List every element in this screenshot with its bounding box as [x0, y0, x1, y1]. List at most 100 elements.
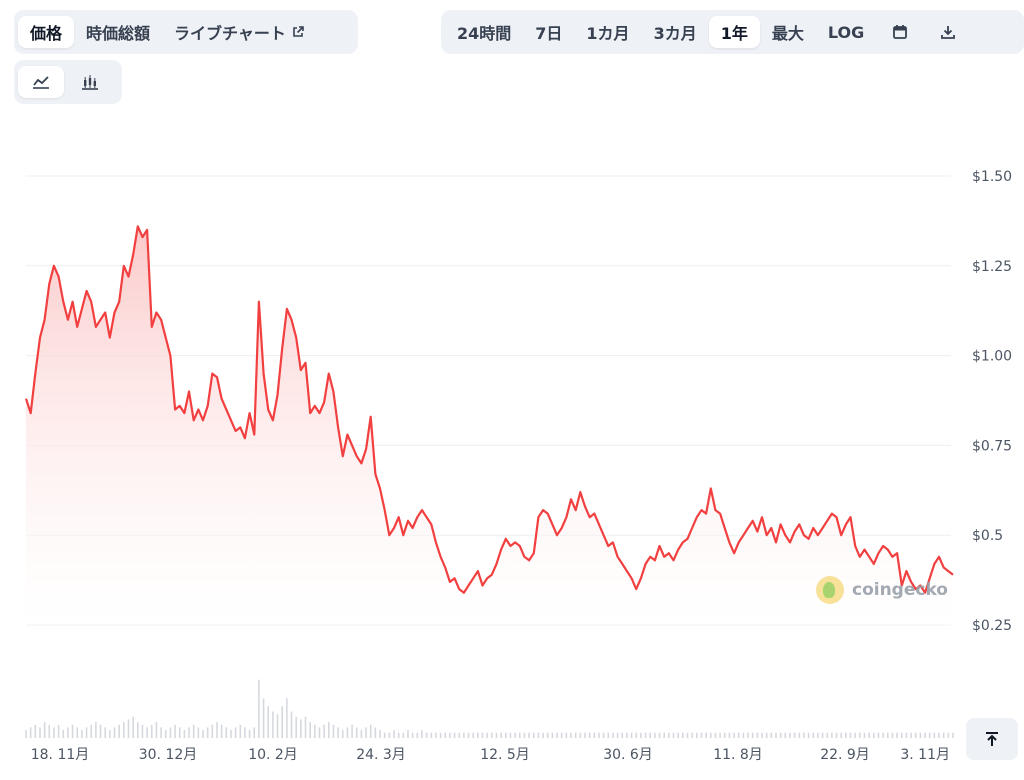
- range-1y[interactable]: 1年: [708, 16, 760, 48]
- volume-bar: [81, 730, 83, 738]
- volume-bar: [150, 724, 153, 738]
- volume-bar: [579, 732, 582, 738]
- volume-bar: [826, 732, 829, 738]
- volume-bar: [258, 679, 260, 738]
- volume-bar: [286, 698, 288, 738]
- volume-bar: [505, 732, 507, 738]
- candlestick-chart-button[interactable]: [64, 66, 116, 98]
- volume-bar: [234, 727, 237, 738]
- volume-bar: [546, 732, 549, 738]
- volume-bar: [39, 727, 41, 738]
- volume-bar: [318, 727, 321, 738]
- volume-bar: [192, 724, 195, 738]
- x-tick-label: 30. 6月: [603, 747, 653, 763]
- volume-bar: [630, 732, 633, 738]
- volume-bar: [812, 732, 815, 738]
- volume-bar: [174, 724, 176, 738]
- volume-bar: [807, 732, 810, 738]
- range-max[interactable]: 最大: [771, 24, 804, 43]
- volume-bar: [351, 724, 353, 738]
- volume-bar: [202, 730, 204, 738]
- volume-bar: [164, 730, 167, 738]
- volume-bar: [518, 732, 521, 738]
- download-button[interactable]: [924, 16, 972, 48]
- volume-bar: [379, 730, 381, 738]
- volume-bar: [495, 732, 498, 738]
- volume-bar: [109, 730, 111, 738]
- volume-bar: [402, 732, 405, 738]
- scroll-top-button[interactable]: [966, 718, 1018, 760]
- volume-bar: [281, 706, 284, 738]
- volume-bar: [29, 727, 32, 738]
- volume-bar: [439, 732, 442, 738]
- volume-bar: [300, 719, 302, 738]
- volume-bar: [900, 732, 903, 738]
- volume-bar: [225, 727, 228, 738]
- volume-bar: [877, 732, 880, 738]
- volume-bar: [947, 732, 950, 738]
- volume-bar: [383, 732, 386, 738]
- volume-bar: [607, 732, 610, 738]
- volume-bar: [570, 732, 572, 738]
- volume-bar: [430, 732, 433, 738]
- volume-bar: [761, 732, 763, 738]
- volume-bar: [160, 727, 162, 738]
- range-log[interactable]: LOG: [827, 22, 865, 42]
- volume-bar: [276, 714, 279, 738]
- range-7d[interactable]: 7日: [535, 24, 563, 43]
- volume-bar: [924, 732, 926, 738]
- volume-bar: [537, 732, 540, 738]
- candlestick-chart-icon: [82, 75, 98, 90]
- range-3m[interactable]: 3カ月: [653, 24, 697, 43]
- arrow-up-to-line-icon: [986, 732, 998, 746]
- volume-bar: [323, 724, 325, 738]
- volume-bar: [486, 732, 488, 738]
- tab-live-chart[interactable]: ライブチャート: [162, 16, 316, 48]
- volume-bar: [332, 724, 335, 738]
- volume-bar: [500, 732, 502, 738]
- volume-bar: [868, 732, 870, 738]
- x-tick-label: 11. 8月: [713, 747, 763, 763]
- volume-bar: [705, 732, 707, 738]
- volume-bar: [95, 722, 97, 738]
- volume-bar: [178, 727, 181, 738]
- volume-bar: [132, 716, 134, 738]
- volume-bar: [598, 732, 600, 738]
- volume-bar: [584, 732, 586, 738]
- volume-bar: [327, 722, 330, 738]
- volume-bar: [612, 732, 614, 738]
- volume-bar: [779, 732, 782, 738]
- volume-bar: [99, 724, 102, 738]
- calendar-button[interactable]: [876, 16, 924, 48]
- volume-bar: [635, 732, 638, 738]
- volume-bar: [463, 732, 465, 738]
- volume-bar: [654, 732, 656, 738]
- volume-bar: [304, 716, 307, 738]
- volume-bar: [556, 732, 558, 738]
- volume-bar: [467, 732, 470, 738]
- price-line: [24, 225, 954, 594]
- y-tick-label: $1.25: [972, 259, 1012, 275]
- tab-price[interactable]: 価格: [18, 16, 75, 48]
- volume-bar: [784, 732, 787, 738]
- volume-bar: [682, 732, 684, 738]
- volume-bar: [314, 724, 316, 738]
- line-chart-button[interactable]: [18, 66, 64, 98]
- volume-bar: [719, 732, 721, 738]
- volume-bar: [43, 722, 46, 738]
- volume-bar: [360, 730, 363, 738]
- coingecko-watermark: coingecko: [816, 576, 948, 604]
- y-tick-label: $0.25: [972, 618, 1012, 634]
- volume-bar: [574, 732, 577, 738]
- range-1m[interactable]: 1カ月: [586, 24, 630, 43]
- volume-bar: [942, 732, 945, 738]
- volume-bar: [407, 730, 409, 738]
- volume-bar: [272, 711, 274, 738]
- range-24h[interactable]: 24時間: [457, 24, 512, 43]
- tab-market-cap[interactable]: 時価総額: [86, 24, 151, 43]
- volume-bar: [602, 732, 605, 738]
- volume-bar: [346, 727, 349, 738]
- volume-bar: [71, 724, 74, 738]
- volume-bar: [206, 727, 209, 738]
